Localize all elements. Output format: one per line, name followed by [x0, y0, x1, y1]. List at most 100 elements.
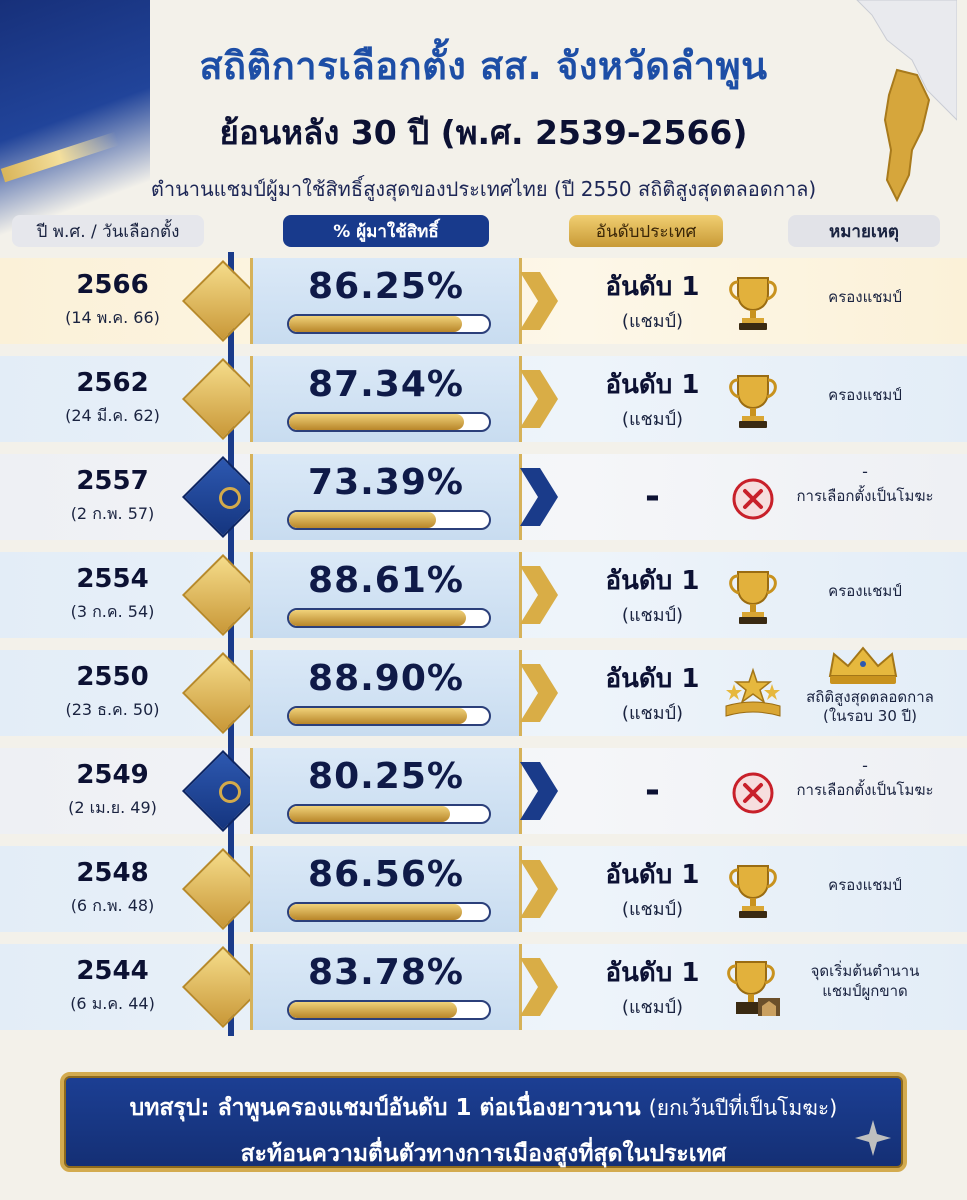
timeline-node	[219, 781, 241, 803]
summary-line-2: สะท้อนความตื่นตัวทางการเมืองสูงที่สุดในป…	[240, 1141, 727, 1167]
election-row: 2557 (2 ก.พ. 57) 73.39% - - การเลือกตั้งเป็นโ…	[0, 448, 967, 546]
election-year: 2548	[76, 858, 149, 888]
summary-line-1: บทสรุป: ลำพูนครองแชมป์อันดับ 1 ต่อเนื่อง…	[64, 1090, 903, 1126]
cross-circle-icon	[722, 762, 784, 824]
rank-value: อันดับ 1	[605, 370, 700, 400]
chevron-right-icon	[520, 468, 558, 526]
turnout-bar-fill	[289, 708, 467, 724]
rank-subtext: (แชมป์)	[621, 311, 684, 332]
election-rows: 2566 (14 พ.ค. 66) 86.25% อันดับ 1 (แชมป์) ครอ…	[0, 252, 967, 1042]
trophy-podium-icon	[722, 958, 784, 1020]
note-text: ครองแชมป์	[828, 876, 902, 894]
turnout-bar	[287, 706, 491, 726]
turnout-bar	[287, 412, 491, 432]
trophy-icon	[722, 272, 784, 334]
turnout-bar	[287, 510, 491, 530]
election-row: 2562 (24 มี.ค. 62) 87.34% อันดับ 1 (แชมป์) คร…	[0, 350, 967, 448]
election-row: 2566 (14 พ.ค. 66) 86.25% อันดับ 1 (แชมป์) ครอ…	[0, 252, 967, 350]
chevron-right-icon	[520, 566, 558, 624]
turnout-bar	[287, 902, 491, 922]
chevron-right-icon	[520, 272, 558, 330]
turnout-percent: 88.61%	[308, 560, 464, 601]
rank-value: อันดับ 1	[605, 664, 700, 694]
election-row: 2550 (23 ธ.ค. 50) 88.90% อันดับ 1 (แชมป์) สถิ…	[0, 644, 967, 742]
summary-exception-text: (ยกเว้นปีที่เป็นโมฆะ)	[648, 1096, 838, 1120]
turnout-percent: 86.25%	[308, 266, 464, 307]
election-row: 2554 (3 ก.ค. 54) 88.61% อันดับ 1 (แชมป์) ครอง…	[0, 546, 967, 644]
sparkle-icon	[855, 1120, 891, 1156]
turnout-percent: 88.90%	[308, 658, 464, 699]
note-text: ครองแชมป์	[828, 288, 902, 306]
rank-value: -	[645, 476, 660, 517]
turnout-bar-fill	[289, 1002, 457, 1018]
stars-ribbon-icon	[722, 664, 784, 726]
rank-subtext: (แชมป์)	[621, 605, 684, 626]
trophy-icon	[722, 566, 784, 628]
election-row: 2549 (2 เม.ย. 49) 80.25% - - การเลือกตั้งเป็น…	[0, 742, 967, 840]
turnout-bar-fill	[289, 806, 450, 822]
note-line-2: แชมป์ผูกขาด	[822, 981, 908, 1000]
turnout-cell: 73.39%	[250, 454, 522, 540]
col-header-percent: % ผู้มาใช้สิทธิ์	[283, 215, 489, 247]
rank-value: อันดับ 1	[605, 958, 700, 988]
election-date: (23 ธ.ค. 50)	[65, 700, 160, 719]
election-row: 2544 (6 ม.ค. 44) 83.78% อันดับ 1 (แชมป์) จุดเ…	[0, 938, 967, 1036]
rank-value: อันดับ 1	[605, 272, 700, 302]
turnout-bar-fill	[289, 316, 462, 332]
election-date: (14 พ.ค. 66)	[65, 308, 160, 327]
turnout-bar-fill	[289, 414, 464, 430]
col-header-year: ปี พ.ศ. / วันเลือกตั้ง	[12, 215, 204, 247]
summary-banner: บทสรุป: ลำพูนครองแชมป์อันดับ 1 ต่อเนื่อง…	[60, 1072, 907, 1172]
column-headers: ปี พ.ศ. / วันเลือกตั้ง % ผู้มาใช้สิทธิ์ …	[0, 215, 967, 249]
election-date: (3 ก.ค. 54)	[70, 602, 155, 621]
rank-subtext: (แชมป์)	[621, 899, 684, 920]
turnout-cell: 80.25%	[250, 748, 522, 834]
turnout-cell: 88.90%	[250, 650, 522, 736]
chevron-right-icon	[520, 762, 558, 820]
election-date: (6 ม.ค. 44)	[70, 994, 155, 1013]
chevron-right-icon	[520, 370, 558, 428]
header: สถิติการเลือกตั้ง สส. จังหวัดลำพูน ย้อนห…	[0, 35, 967, 205]
note-text: การเลือกตั้งเป็นโมฆะ	[796, 487, 934, 505]
page-tagline: ตำนานแชมป์ผู้มาใช้สิทธิ์สูงสุดของประเทศไ…	[150, 177, 817, 201]
note-text: ครองแชมป์	[828, 386, 902, 404]
note-text: สถิติสูงสุดตลอดกาล (ในรอบ 30 ปี)	[780, 688, 960, 726]
election-year: 2554	[76, 564, 149, 594]
note-text: การเลือกตั้งเป็นโมฆะ	[796, 781, 934, 799]
turnout-bar	[287, 314, 491, 334]
turnout-bar-fill	[289, 904, 463, 920]
election-year: 2566	[76, 270, 149, 300]
col-header-rank: อันดับประเทศ	[569, 215, 723, 247]
turnout-cell: 87.34%	[250, 356, 522, 442]
rank-value: อันดับ 1	[605, 566, 700, 596]
election-date: (24 มี.ค. 62)	[65, 406, 160, 425]
turnout-cell: 86.25%	[250, 258, 522, 344]
election-date: (6 ก.พ. 48)	[70, 896, 155, 915]
election-year: 2549	[76, 760, 149, 790]
rank-subtext: (แชมป์)	[621, 703, 684, 724]
lamphun-map-icon	[856, 0, 957, 203]
note-dash: -	[862, 756, 868, 775]
rank-subtext: (แชมป์)	[621, 409, 684, 430]
trophy-icon	[722, 860, 784, 922]
rank-subtext: (แชมป์)	[621, 997, 684, 1018]
note-text: จุดเริ่มต้นตำนาน แชมป์ผูกขาด	[770, 962, 960, 1001]
election-row: 2548 (6 ก.พ. 48) 86.56% อันดับ 1 (แชมป์) ครอง…	[0, 840, 967, 938]
election-date: (2 ก.พ. 57)	[70, 504, 155, 523]
note-line-1: สถิติสูงสุดตลอดกาล	[806, 688, 934, 706]
turnout-cell: 83.78%	[250, 944, 522, 1030]
turnout-bar-fill	[289, 512, 436, 528]
turnout-bar	[287, 1000, 491, 1020]
turnout-bar	[287, 804, 491, 824]
turnout-percent: 86.56%	[308, 854, 464, 895]
page-title: สถิติการเลือกตั้ง สส. จังหวัดลำพูน	[199, 44, 768, 88]
election-year: 2562	[76, 368, 149, 398]
turnout-percent: 73.39%	[308, 462, 464, 503]
turnout-cell: 88.61%	[250, 552, 522, 638]
rank-value: อันดับ 1	[605, 860, 700, 890]
election-date: (2 เม.ย. 49)	[68, 798, 157, 817]
election-year: 2557	[76, 466, 149, 496]
election-year: 2544	[76, 956, 149, 986]
note-dash: -	[862, 462, 868, 481]
turnout-percent: 83.78%	[308, 952, 464, 993]
